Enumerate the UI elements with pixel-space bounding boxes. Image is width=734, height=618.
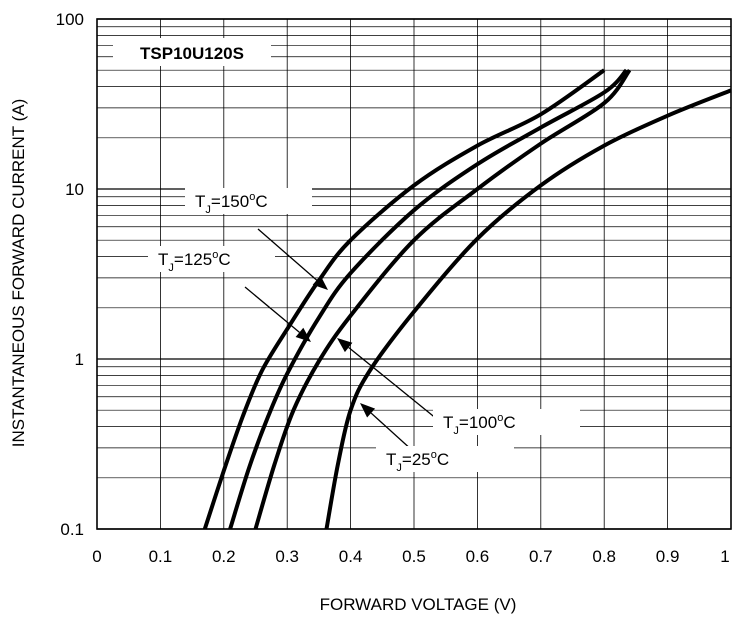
label-tj-25: TJ=25oC	[386, 449, 449, 474]
x-tick-label: 0.4	[339, 547, 363, 566]
x-tick-label: 0.8	[592, 547, 616, 566]
y-tick-label: 0.1	[60, 520, 84, 539]
x-tick-labels: 0 0.1 0.2 0.3 0.4 0.5 0.6 0.7 0.8 0.9 1	[92, 547, 729, 566]
annotation-arrow-line	[244, 286, 300, 333]
x-tick-label: 0	[92, 547, 101, 566]
annotation-label-background	[376, 446, 514, 472]
annotation-label-background	[185, 188, 312, 214]
device-label-box	[113, 38, 271, 66]
annotation-label-background	[433, 409, 580, 435]
annotation-arrowhead	[337, 338, 353, 353]
curve-tj-125	[228, 68, 628, 530]
annotation-label-background	[148, 246, 275, 272]
annotation-arrow-line	[348, 346, 444, 425]
label-tj-100: TJ=100oC	[443, 412, 516, 437]
label-tj-150: TJ=150oC	[195, 191, 268, 216]
annotation-labels: TJ=150oC TJ=125oC TJ=100oC TJ=25oC	[148, 188, 580, 474]
y-tick-label: 1	[75, 350, 84, 369]
x-tick-label: 0.2	[212, 547, 236, 566]
annotation-arrowhead	[312, 275, 328, 290]
x-tick-label: 0.6	[466, 547, 490, 566]
y-tick-label: 10	[65, 180, 84, 199]
y-axis-title: INSTANTANEOUS FORWARD CURRENT (A)	[9, 99, 28, 448]
annotation-arrowhead	[360, 403, 376, 418]
curve-tj-150	[202, 68, 606, 530]
x-tick-label: 0.7	[529, 547, 553, 566]
label-tj-125: TJ=125oC	[158, 249, 231, 274]
curves	[202, 68, 732, 530]
curve-tj-25	[324, 88, 732, 530]
device-label: TSP10U120S	[140, 44, 244, 63]
x-tick-label: 0.9	[656, 547, 680, 566]
x-tick-label: 0.3	[275, 547, 299, 566]
annotation-arrow-line	[257, 228, 318, 281]
y-tick-label: 100	[56, 10, 84, 29]
x-tick-label: 0.5	[402, 547, 426, 566]
x-tick-label: 0.1	[149, 547, 173, 566]
plot-frame	[96, 18, 732, 530]
y-tick-labels: 0.1 1 10 100	[56, 10, 84, 539]
x-axis-title: FORWARD VOLTAGE (V)	[320, 595, 517, 614]
x-tick-label: 1	[720, 547, 729, 566]
curve-tj-100	[253, 68, 632, 530]
annotation-arrowhead	[295, 327, 311, 342]
